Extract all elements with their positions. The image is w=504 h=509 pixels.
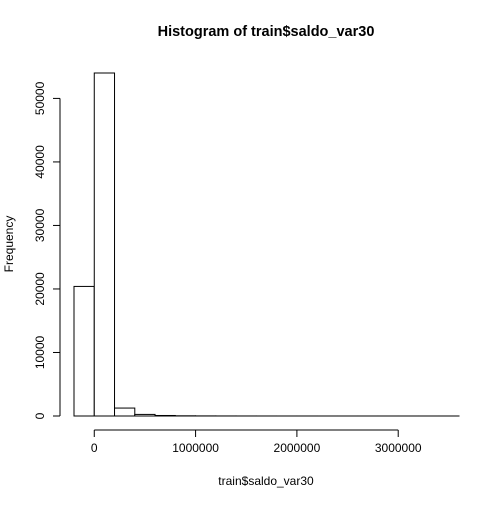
chart-title: Histogram of train$saldo_var30 bbox=[158, 24, 375, 40]
y-axis: 0 10000 20000 30000 40000 50000 bbox=[33, 81, 60, 419]
x-tick-label-2: 2000000 bbox=[274, 441, 321, 455]
histogram-bar-0 bbox=[74, 286, 94, 416]
histogram-bar-1 bbox=[94, 73, 114, 416]
x-tick-label-0: 0 bbox=[91, 441, 98, 455]
bars-group bbox=[74, 73, 459, 416]
histogram-bar-4 bbox=[155, 415, 175, 416]
y-axis-label: Frequency bbox=[2, 216, 16, 273]
y-tick-label-2: 20000 bbox=[33, 272, 47, 306]
y-tick-label-3: 30000 bbox=[33, 208, 47, 242]
histogram-bar-2 bbox=[115, 408, 135, 416]
y-tick-label-0: 0 bbox=[33, 412, 47, 419]
x-axis: 0 1000000 2000000 3000000 bbox=[91, 430, 422, 455]
y-tick-label-4: 40000 bbox=[33, 145, 47, 179]
y-tick-label-1: 10000 bbox=[33, 335, 47, 369]
x-tick-label-1: 1000000 bbox=[172, 441, 219, 455]
x-axis-label: train$saldo_var30 bbox=[218, 474, 314, 488]
y-tick-label-5: 50000 bbox=[33, 81, 47, 115]
histogram-bar-3 bbox=[135, 414, 155, 416]
x-tick-label-3: 3000000 bbox=[375, 441, 422, 455]
